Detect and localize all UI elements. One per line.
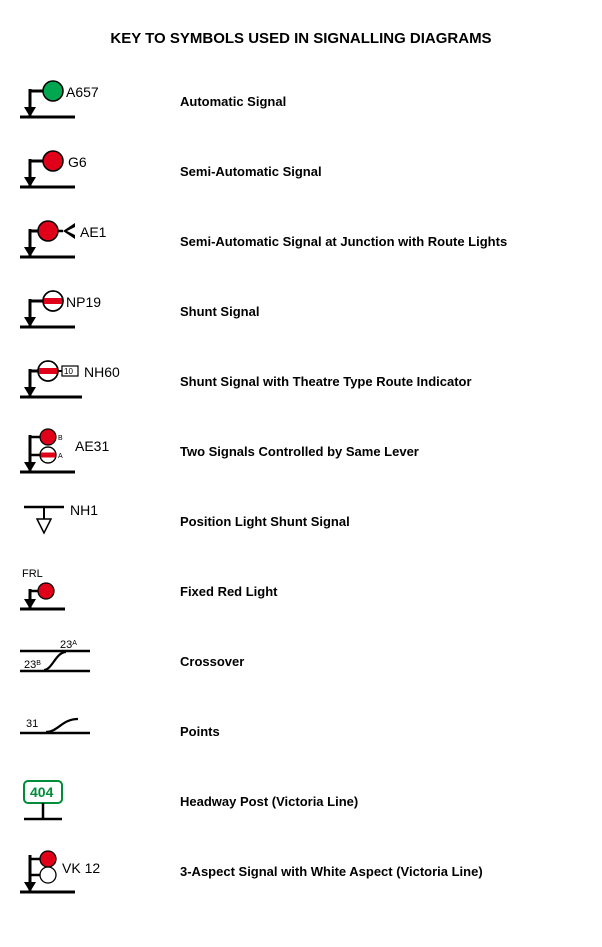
row-semi-auto-junc: AE1 Semi-Automatic Signal at Junction wi…: [0, 217, 602, 265]
row-crossover: 23A 23B Crossover: [0, 637, 602, 685]
svg-text:FRL: FRL: [22, 568, 43, 580]
symbol-semi-auto: G6: [20, 147, 170, 195]
row-headway: 404 Headway Post (Victoria Line): [0, 777, 602, 825]
svg-text:B: B: [58, 435, 63, 442]
symbol-automatic: A657: [20, 77, 170, 125]
svg-text:A657: A657: [66, 84, 99, 100]
row-shunt-theatre: 10 NH60 Shunt Signal with Theatre Type R…: [0, 357, 602, 405]
svg-text:10: 10: [64, 367, 73, 376]
svg-text:404: 404: [30, 784, 54, 800]
symbol-pos-light: NH1: [20, 497, 170, 545]
symbol-three-aspect: VK 12: [20, 847, 170, 895]
svg-text:AE31: AE31: [75, 438, 109, 454]
desc-semi-auto: Semi-Automatic Signal: [170, 164, 322, 179]
svg-text:AE1: AE1: [80, 224, 107, 240]
desc-two-signal: Two Signals Controlled by Same Lever: [170, 444, 419, 459]
symbol-shunt-theatre: 10 NH60: [20, 357, 170, 405]
symbol-points: 31: [20, 707, 170, 755]
desc-points: Points: [170, 724, 220, 739]
symbol-crossover: 23A 23B: [20, 637, 170, 685]
row-three-aspect: VK 12 3-Aspect Signal with White Aspect …: [0, 847, 602, 895]
symbol-fixed-red: FRL: [20, 567, 170, 615]
symbol-shunt: NP19: [20, 287, 170, 335]
symbol-semi-auto-junc: AE1: [20, 217, 170, 265]
row-semi-auto: G6 Semi-Automatic Signal: [0, 147, 602, 195]
desc-crossover: Crossover: [170, 654, 244, 669]
desc-shunt: Shunt Signal: [170, 304, 259, 319]
desc-fixed-red: Fixed Red Light: [170, 584, 278, 599]
svg-text:NH60: NH60: [84, 364, 120, 380]
svg-text:NH1: NH1: [70, 502, 98, 518]
desc-automatic: Automatic Signal: [170, 94, 286, 109]
svg-text:23B: 23B: [24, 659, 41, 671]
page-title: KEY TO SYMBOLS USED IN SIGNALLING DIAGRA…: [0, 30, 602, 47]
row-pos-light: NH1 Position Light Shunt Signal: [0, 497, 602, 545]
row-points: 31 Points: [0, 707, 602, 755]
desc-headway: Headway Post (Victoria Line): [170, 794, 358, 809]
desc-pos-light: Position Light Shunt Signal: [170, 514, 350, 529]
desc-semi-auto-junc: Semi-Automatic Signal at Junction with R…: [170, 234, 507, 249]
svg-text:23A: 23A: [60, 639, 77, 651]
row-two-signal: B A AE31 Two Signals Controlled by Same …: [0, 427, 602, 475]
row-fixed-red: FRL Fixed Red Light: [0, 567, 602, 615]
svg-text:NP19: NP19: [66, 294, 101, 310]
row-shunt: NP19 Shunt Signal: [0, 287, 602, 335]
row-automatic: A657 Automatic Signal: [0, 77, 602, 125]
symbol-headway: 404: [20, 777, 170, 825]
svg-text:31: 31: [26, 718, 38, 730]
svg-text:A: A: [58, 453, 63, 460]
desc-shunt-theatre: Shunt Signal with Theatre Type Route Ind…: [170, 374, 472, 389]
svg-text:G6: G6: [68, 154, 87, 170]
svg-text:VK 12: VK 12: [62, 860, 100, 876]
desc-three-aspect: 3-Aspect Signal with White Aspect (Victo…: [170, 864, 483, 879]
symbol-two-signal: B A AE31: [20, 427, 170, 475]
